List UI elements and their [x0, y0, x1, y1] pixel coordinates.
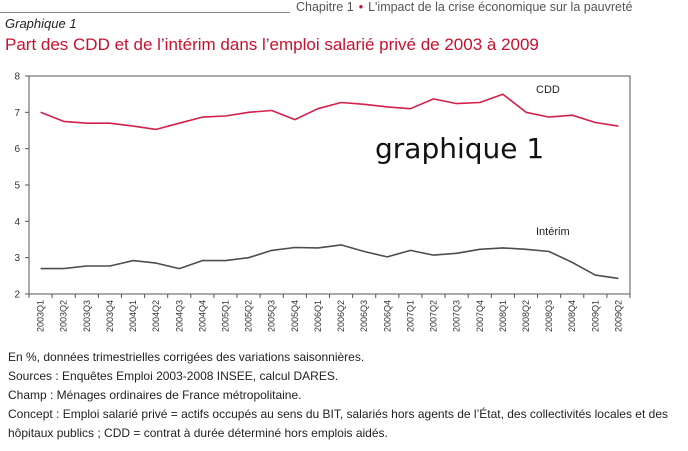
series-line-interim [40, 244, 619, 280]
line-chart: 2 3 4 5 6 7 8 2003Q1 2003Q2 2003Q3 2003Q4 2004Q1 200… [14, 72, 631, 332]
x-tick-label: 2009Q1 [590, 300, 600, 332]
x-tick-label: 2007Q1 [405, 300, 415, 332]
x-tick-label: 2003Q1 [36, 300, 46, 332]
x-tick-label: 2003Q3 [82, 300, 92, 332]
chapter-header: Chapitre 1 • L'impact de la crise économiq… [296, 0, 632, 14]
x-tick-label: 2007Q3 [452, 300, 462, 332]
x-tick-label: 2008Q3 [544, 300, 554, 332]
chapter-title: L'impact de la crise économique sur la p… [368, 0, 633, 14]
x-tick-label: 2005Q2 [244, 300, 254, 332]
x-tick-label: 2003Q2 [59, 300, 69, 332]
x-tick-label: 2004Q3 [174, 300, 184, 332]
x-tick-label: 2006Q4 [382, 300, 392, 332]
plot-frame [28, 75, 631, 295]
x-tick-label: 2005Q1 [220, 300, 230, 332]
chapter-label: Chapitre 1 [296, 0, 354, 14]
note-scope: Champ : Ménages ordinaires de France mét… [8, 388, 302, 402]
x-tick-label: 2004Q1 [128, 300, 138, 332]
x-tick-label: 2005Q4 [290, 300, 300, 332]
chart-watermark: graphique 1 [375, 132, 544, 165]
x-tick-label: 2004Q2 [151, 300, 161, 332]
y-tick-label: 4 [14, 217, 20, 228]
x-tick-label: 2006Q3 [359, 300, 369, 332]
chart-notes: En %, données trimestrielles corrigées d… [8, 348, 686, 443]
y-tick-label: 8 [14, 72, 20, 83]
x-tick-label: 2004Q4 [197, 300, 207, 332]
note-units: En %, données trimestrielles corrigées d… [8, 350, 365, 364]
header-rule [0, 12, 290, 13]
y-tick-label: 5 [14, 181, 20, 192]
x-tick-label: 2007Q2 [429, 300, 439, 332]
graph-label: Graphique 1 [5, 16, 77, 31]
series-label-interim: Intérim [536, 226, 570, 238]
x-tick-label: 2006Q2 [336, 300, 346, 332]
y-tick-label: 2 [14, 290, 20, 301]
series-line-cdd [40, 93, 619, 131]
x-tick-label: 2008Q2 [521, 300, 531, 332]
chart-title: Part des CDD et de l’intérim dans l’empl… [5, 35, 539, 54]
x-tick-label: 2007Q4 [475, 300, 485, 332]
x-tick-label: 2008Q1 [498, 300, 508, 332]
bullet-icon: • [358, 0, 364, 14]
x-tick-label: 2006Q1 [313, 300, 323, 332]
x-tick-label: 2003Q4 [105, 300, 115, 332]
series-label-cdd: CDD [536, 84, 560, 96]
y-tick-label: 7 [14, 108, 20, 119]
x-tick-label: 2008Q4 [567, 300, 577, 332]
x-tick-label: 2009Q2 [613, 300, 623, 332]
note-concept: Concept : Emploi salarié privé = actifs … [8, 407, 668, 440]
y-tick-label: 6 [14, 144, 20, 155]
note-sources: Sources : Enquêtes Emploi 2003-2008 INSE… [8, 369, 339, 383]
y-tick-label: 3 [14, 253, 20, 264]
x-tick-label: 2005Q3 [267, 300, 277, 332]
